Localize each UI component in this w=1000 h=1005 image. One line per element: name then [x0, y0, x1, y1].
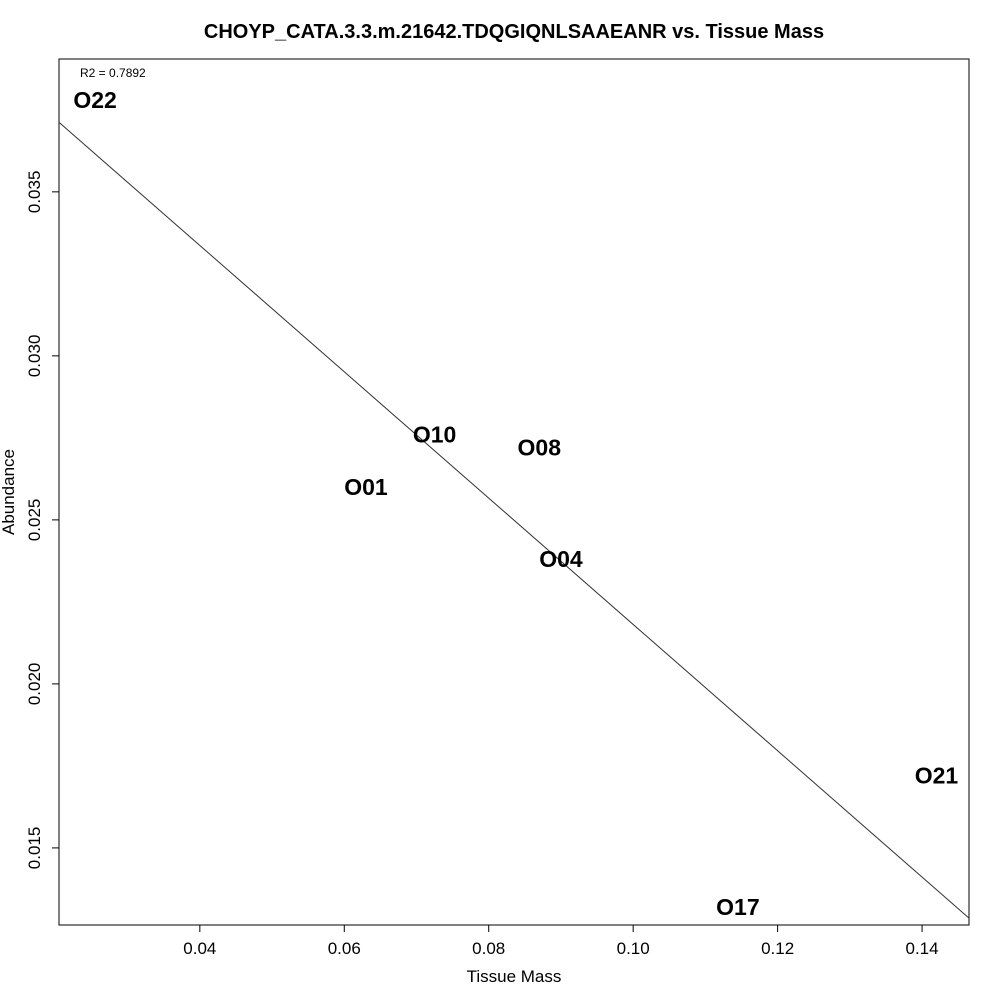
x-axis: 0.04 0.06 0.08 0.10 0.12 0.14: [183, 925, 939, 958]
point-o04: O04: [539, 546, 583, 572]
point-o08: O08: [518, 435, 562, 461]
y-tick-label: 0.025: [25, 499, 44, 542]
x-tick-label: 0.08: [472, 939, 505, 958]
y-axis-label: Abundance: [0, 449, 18, 535]
y-tick-label: 0.030: [25, 335, 44, 378]
points-layer: O22 O10 O08 O01 O04 O21 O17: [73, 87, 958, 920]
x-tick-label: 0.14: [906, 939, 939, 958]
x-tick-label: 0.04: [183, 939, 216, 958]
point-o22: O22: [73, 87, 116, 113]
r2-annotation: R2 = 0.7892: [80, 66, 146, 80]
x-tick-label: 0.10: [617, 939, 650, 958]
point-o21: O21: [915, 763, 959, 789]
point-o10: O10: [413, 422, 456, 448]
x-tick-label: 0.12: [761, 939, 794, 958]
y-tick-label: 0.015: [25, 827, 44, 870]
chart-title: CHOYP_CATA.3.3.m.21642.TDQGIQNLSAAEANR v…: [204, 21, 824, 43]
point-o17: O17: [716, 894, 759, 920]
plot-frame: [58, 58, 970, 926]
point-o01: O01: [344, 474, 388, 500]
y-axis: 0.015 0.020 0.025 0.030 0.035: [25, 171, 59, 870]
y-tick-label: 0.035: [25, 171, 44, 214]
x-tick-label: 0.06: [328, 939, 361, 958]
x-axis-label: Tissue Mass: [467, 967, 562, 986]
y-tick-label: 0.020: [25, 663, 44, 706]
regression-line: [58, 121, 970, 919]
